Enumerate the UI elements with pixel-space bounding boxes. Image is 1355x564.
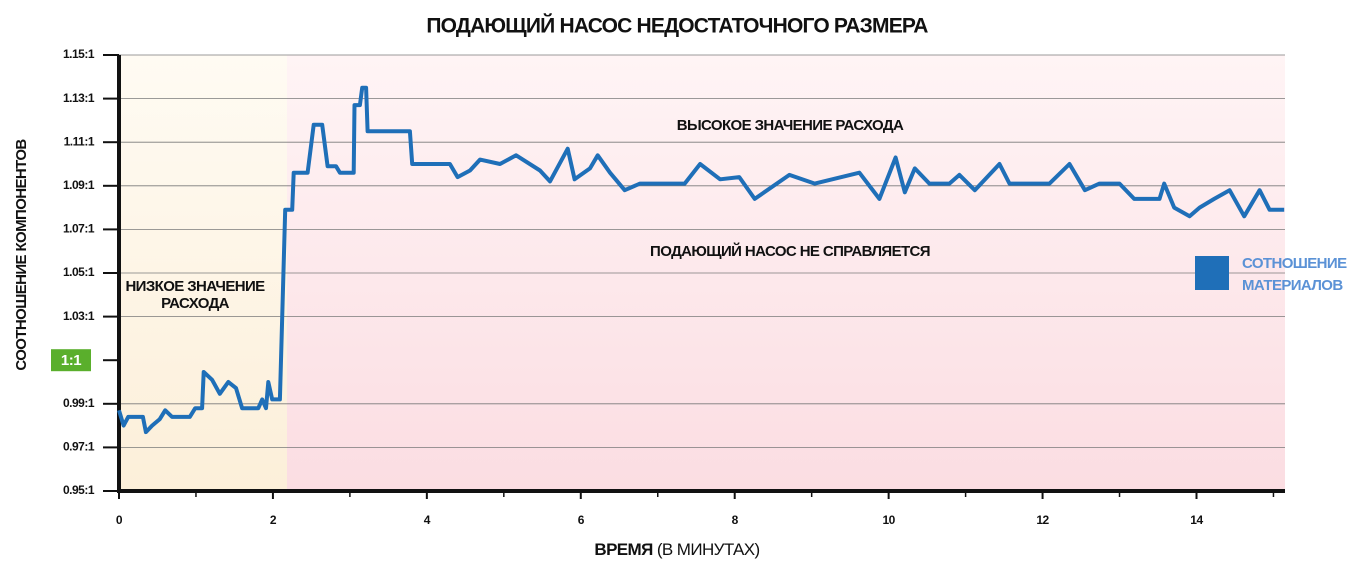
annotation: ПОДАЮЩИЙ НАСОС НЕ СПРАВЛЯЕТСЯ	[650, 242, 930, 260]
x-tick-label: 14	[1190, 513, 1203, 527]
x-tick-label: 4	[424, 513, 431, 527]
y-tick-label: 1.09:1	[63, 178, 95, 192]
x-axis-label-main: ВРЕМЯ	[594, 540, 653, 559]
annotation: НИЗКОЕ ЗНАЧЕНИЕ	[125, 278, 265, 295]
y-tick-label: 1.03:1	[63, 309, 95, 323]
y-tick-label: 0.97:1	[63, 440, 95, 454]
x-tick-label: 6	[578, 513, 585, 527]
annotation: РАСХОДА	[161, 295, 230, 312]
x-axis-label: ВРЕМЯ (В МИНУТАХ)	[594, 540, 759, 559]
x-tick-label: 8	[732, 513, 739, 527]
x-tick-label: 2	[270, 513, 277, 527]
y-tick-label: 1.13:1	[63, 91, 95, 105]
legend-label-line: СОТНОШЕНИЕ	[1242, 255, 1347, 272]
y-tick-label: 1:1	[61, 352, 81, 369]
y-tick-label: 0.99:1	[63, 396, 95, 410]
x-tick-label: 12	[1036, 513, 1049, 527]
y-tick-label: 0.95:1	[63, 483, 95, 497]
legend-label: СОТНОШЕНИЕ МАТЕРИАЛОВ	[1242, 255, 1347, 294]
legend-label-line: МАТЕРИАЛОВ	[1242, 277, 1343, 294]
x-tick-label: 10	[882, 513, 895, 527]
annotation: ВЫСОКОЕ ЗНАЧЕНИЕ РАСХОДА	[677, 117, 904, 134]
y-tick-label: 1.05:1	[63, 265, 95, 279]
chart-title: ПОДАЮЩИЙ НАСОС НЕДОСТАТОЧНОГО РАЗМЕРА	[426, 14, 928, 38]
y-axis-label: СООТНОШЕНИЕ КОМПОНЕНТОВ	[13, 139, 30, 371]
y-tick-label: 1.11:1	[64, 134, 95, 148]
x-tick-label: 0	[116, 513, 123, 527]
reference-label-box	[51, 349, 91, 372]
y-tick-label: 1.07:1	[63, 222, 95, 236]
x-axis-label-unit: (В МИНУТАХ)	[657, 540, 760, 559]
data-line	[117, 85, 1285, 435]
legend-swatch	[1195, 256, 1229, 290]
y-tick-label: 1.15:1	[63, 47, 95, 61]
